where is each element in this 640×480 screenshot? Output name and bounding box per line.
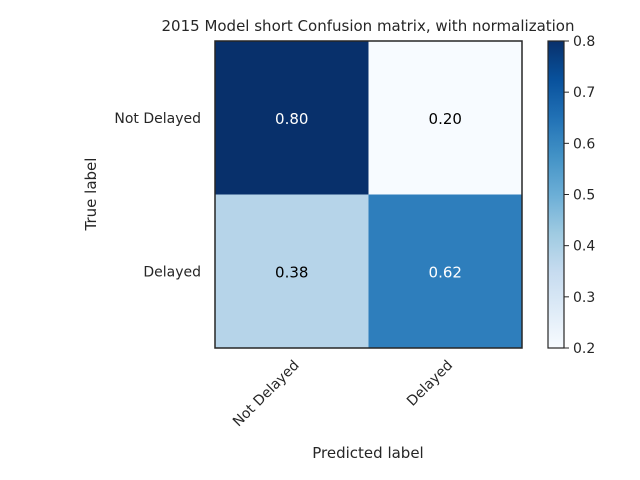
y-tick-labels: Not Delayed Delayed — [114, 111, 201, 281]
x-tick-label: Delayed — [404, 358, 456, 410]
colorbar-tick-label: 0.6 — [573, 136, 595, 152]
colorbar-tick-label: 0.2 — [573, 341, 595, 357]
heatmap-value-labels: 0.80 0.20 0.38 0.62 — [275, 110, 462, 282]
heatmap-cell — [368, 194, 522, 348]
x-axis-label: Predicted label — [312, 444, 423, 462]
heatmap-cell — [215, 41, 369, 195]
colorbar-tick-label: 0.5 — [573, 188, 595, 204]
colorbar — [547, 40, 565, 349]
y-tick-label: Delayed — [143, 264, 201, 280]
colorbar-tick-label: 0.4 — [573, 239, 595, 255]
cell-value-label: 0.20 — [429, 110, 462, 128]
heatmap-cell — [215, 194, 369, 348]
x-tick-labels: Not Delayed Delayed — [230, 358, 456, 431]
colorbar-tick-label: 0.7 — [573, 85, 595, 101]
y-tick-label: Not Delayed — [114, 111, 201, 127]
plot-frame — [214, 40, 523, 349]
heatmap-cell — [368, 41, 522, 195]
cell-value-label: 0.80 — [275, 110, 308, 128]
chart-title: 2015 Model short Confusion matrix, with … — [162, 17, 575, 35]
colorbar-tick-labels: 0.2 0.3 0.4 0.5 0.6 0.7 0.8 — [564, 34, 595, 357]
cell-value-label: 0.38 — [275, 263, 308, 281]
y-axis-label: True label — [82, 158, 100, 232]
cell-value-label: 0.62 — [429, 263, 462, 281]
heatmap-cells — [215, 41, 522, 348]
x-tick-label: Not Delayed — [230, 358, 303, 431]
colorbar-tick-label: 0.8 — [573, 34, 595, 50]
colorbar-tick-label: 0.3 — [573, 290, 595, 306]
